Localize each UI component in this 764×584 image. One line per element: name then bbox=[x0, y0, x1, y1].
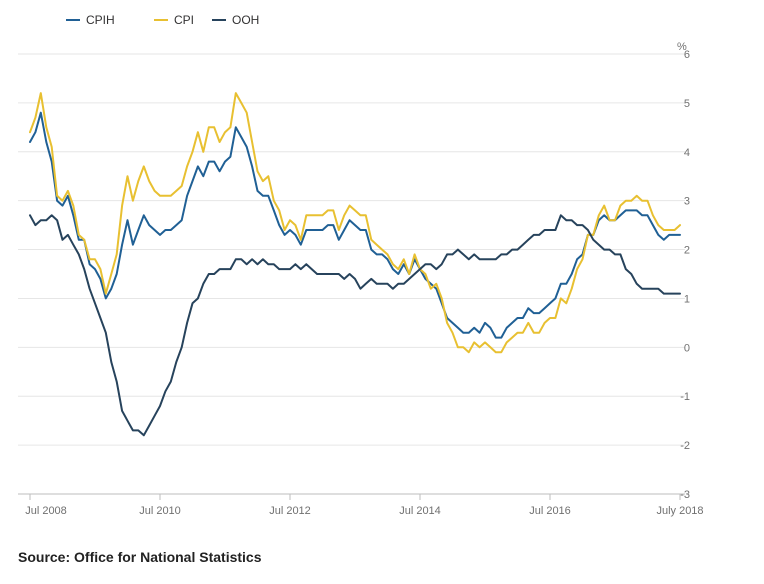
x-tick-label: July 2018 bbox=[656, 505, 703, 517]
chart-series bbox=[29, 92, 681, 437]
x-tick-label: Jul 2008 bbox=[25, 505, 67, 517]
y-tick-label: -2 bbox=[680, 440, 690, 452]
series-line-ooh bbox=[29, 214, 681, 437]
x-tick-label: Jul 2012 bbox=[269, 505, 311, 517]
y-tick-label: 3 bbox=[684, 196, 690, 208]
legend-label-cpih: CPIH bbox=[86, 13, 115, 27]
legend-label-cpi: CPI bbox=[174, 13, 194, 27]
source-caption: Source: Office for National Statistics bbox=[18, 549, 262, 565]
y-tick-label: 0 bbox=[684, 342, 690, 354]
y-tick-label: 4 bbox=[684, 147, 690, 159]
series-line-cpi bbox=[29, 92, 681, 354]
y-axis-tick-labels: 6 5 4 3 2 1 0 -1 -2 -3 bbox=[680, 49, 690, 501]
y-tick-label: -1 bbox=[680, 391, 690, 403]
x-tick-label: Jul 2016 bbox=[529, 505, 571, 517]
legend-label-ooh: OOH bbox=[232, 13, 259, 27]
x-tick-label: Jul 2014 bbox=[399, 505, 441, 517]
chart-legend: CPIH CPI OOH bbox=[66, 13, 259, 27]
y-tick-label: 2 bbox=[684, 245, 690, 257]
y-tick-label: -3 bbox=[680, 489, 690, 501]
y-tick-label: 5 bbox=[684, 98, 690, 110]
x-tick-label: Jul 2010 bbox=[139, 505, 181, 517]
y-tick-label: 6 bbox=[684, 49, 690, 61]
y-axis-unit-label: % bbox=[677, 41, 687, 53]
y-tick-label: 1 bbox=[684, 293, 690, 305]
series-line-cpih bbox=[29, 111, 681, 339]
chart-grid bbox=[18, 53, 685, 495]
x-axis-ticks: Jul 2008 Jul 2010 Jul 2012 Jul 2014 Jul 2016… bbox=[25, 494, 704, 517]
